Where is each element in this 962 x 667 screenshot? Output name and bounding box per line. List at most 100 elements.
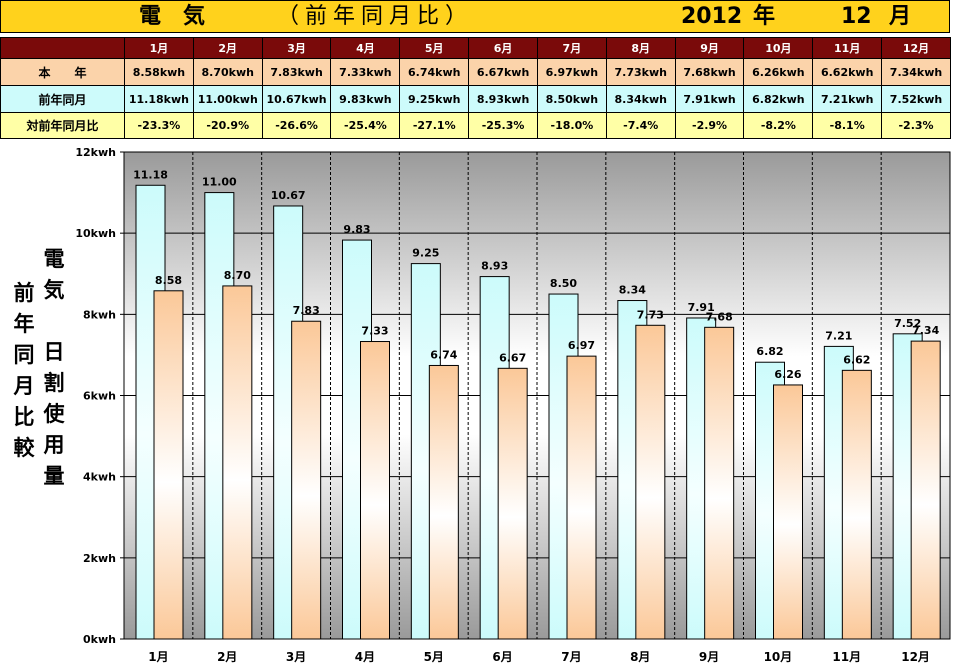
data-label-current: 7.83 <box>293 304 320 317</box>
table-cell-previous: 9.83kwh <box>330 85 401 113</box>
x-tick-label: 5月 <box>424 650 444 664</box>
bar-current <box>497 367 528 640</box>
data-label-previous: 10.67 <box>271 189 306 202</box>
y-label-char: 比 <box>13 405 35 429</box>
bar-chart: 0kwh 2kwh 4kwh 6kwh 8kwh 10kwh 12kwh 11.18 8.58 1… <box>75 146 951 664</box>
summary-table: 1月 2月 3月 4月 5月 6月 7月 8月 9月 10月 11月 12月本 年 8.58kwh 8.7… <box>0 37 951 139</box>
table-header-row: 1月 2月 3月 4月 5月 6月 7月 8月 9月 10月 11月 12月 <box>0 37 951 59</box>
table-cell-ratio: -7.4% <box>605 112 676 139</box>
table-cell-ratio: -26.6% <box>261 112 332 139</box>
bar-current <box>635 324 666 640</box>
table-corner <box>0 37 125 59</box>
row-label-previous: 前年同月 <box>0 85 125 113</box>
table-month-header: 10月 <box>743 37 814 59</box>
x-tick-label: 3月 <box>286 650 306 664</box>
data-label-current: 6.26 <box>774 368 801 381</box>
x-tick-label: 7月 <box>561 650 581 664</box>
title-year-unit: 年 <box>753 4 776 29</box>
bar-current <box>153 290 184 640</box>
table-cell-previous: 7.21kwh <box>812 85 883 113</box>
bar-current <box>291 320 322 640</box>
x-tick-label: 9月 <box>699 650 719 664</box>
table-cell-current: 7.68kwh <box>674 58 745 86</box>
table-month-header: 9月 <box>674 37 745 59</box>
y-label-char <box>42 306 66 337</box>
table-cell-previous: 6.82kwh <box>743 85 814 113</box>
data-label-previous: 9.25 <box>412 247 439 260</box>
table-cell-previous: 11.18kwh <box>124 85 194 113</box>
data-label-previous: 11.18 <box>133 168 168 181</box>
table-cell-current: 7.73kwh <box>605 58 676 86</box>
table-cell-previous: 10.67kwh <box>261 85 332 113</box>
y-label-char: 気 <box>43 278 65 302</box>
y-label-char: 用 <box>43 433 65 457</box>
table-cell-previous: 7.52kwh <box>881 85 951 113</box>
y-label-char: 量 <box>43 464 65 488</box>
table-cell-previous: 8.34kwh <box>605 85 676 113</box>
table-cell-ratio: -18.0% <box>536 112 607 139</box>
y-tick-label: 6kwh <box>83 390 116 403</box>
x-tick-label: 11月 <box>832 650 861 664</box>
table-cell-current: 6.62kwh <box>812 58 883 86</box>
table-cell-previous: 7.91kwh <box>674 85 745 113</box>
table-cell-ratio: -20.9% <box>192 112 263 139</box>
y-tick-label: 10kwh <box>75 227 116 240</box>
y-label-char: 日 <box>43 340 65 364</box>
data-label-previous: 7.21 <box>825 329 852 342</box>
table-cell-previous: 11.00kwh <box>192 85 263 113</box>
table-month-header: 8月 <box>605 37 676 59</box>
y-tick-label: 2kwh <box>83 552 116 565</box>
x-tick-label: 8月 <box>630 650 650 664</box>
table-cell-ratio: -8.1% <box>812 112 883 139</box>
data-label-current: 8.70 <box>224 269 251 282</box>
table-cell-ratio: -23.3% <box>124 112 194 139</box>
table-cell-ratio: -25.4% <box>330 112 401 139</box>
data-label-previous: 7.52 <box>894 317 921 330</box>
row-label-ratio: 対前年同月比 <box>0 112 125 139</box>
bar-current <box>773 384 803 640</box>
y-label-char: 較 <box>13 436 35 460</box>
data-label-current: 6.62 <box>843 353 870 366</box>
bar-current <box>910 340 941 640</box>
bar-current <box>704 326 735 640</box>
table-cell-current: 6.97kwh <box>536 58 607 86</box>
data-label-current: 6.67 <box>499 351 526 364</box>
table-cell-current: 6.74kwh <box>399 58 470 86</box>
y-label-char: 月 <box>13 374 35 398</box>
y-tick-label: 4kwh <box>83 471 116 484</box>
data-label-current: 7.34 <box>912 324 939 337</box>
bar-current <box>566 355 597 640</box>
y-tick-label: 8kwh <box>83 308 116 321</box>
data-label-current: 7.68 <box>706 310 733 323</box>
table-month-header: 2月 <box>192 37 263 59</box>
data-label-previous: 11.00 <box>202 176 237 189</box>
y-label-char: 前 <box>13 281 35 305</box>
y-axis-label-left: 前年同月比較 <box>12 278 36 464</box>
table-cell-current: 8.70kwh <box>192 58 263 86</box>
data-label-current: 6.97 <box>568 339 595 352</box>
bar-current <box>841 369 872 640</box>
data-label-previous: 6.82 <box>756 345 783 358</box>
table-month-header: 1月 <box>124 37 194 59</box>
title-main: 電気 <box>139 4 228 29</box>
y-label-char: 年 <box>13 312 35 336</box>
row-label-current: 本 年 <box>0 58 125 86</box>
table-month-header: 3月 <box>261 37 332 59</box>
data-label-current: 8.58 <box>155 274 182 287</box>
bar-current <box>428 364 459 640</box>
title-sub: （前年同月比） <box>277 4 474 29</box>
data-label-previous: 9.83 <box>343 223 370 236</box>
table-month-header: 4月 <box>330 37 401 59</box>
title-bar: 電気 （前年同月比） 2012 年 12 月 <box>0 0 950 33</box>
bar-current <box>360 341 390 640</box>
x-tick-label: 12月 <box>901 650 930 664</box>
table-cell-ratio: -2.9% <box>674 112 745 139</box>
data-label-current: 7.33 <box>361 325 388 338</box>
table-month-header: 7月 <box>536 37 607 59</box>
table-cell-ratio: -25.3% <box>468 112 538 139</box>
table-current-row: 本 年 8.58kwh 8.70kwh 7.83kwh 7.33kwh 6.74kwh 6.… <box>0 58 951 86</box>
data-label-previous: 8.93 <box>481 260 508 273</box>
data-label-previous: 8.50 <box>550 277 577 290</box>
data-label-current: 6.74 <box>430 348 457 361</box>
table-cell-current: 6.26kwh <box>743 58 814 86</box>
